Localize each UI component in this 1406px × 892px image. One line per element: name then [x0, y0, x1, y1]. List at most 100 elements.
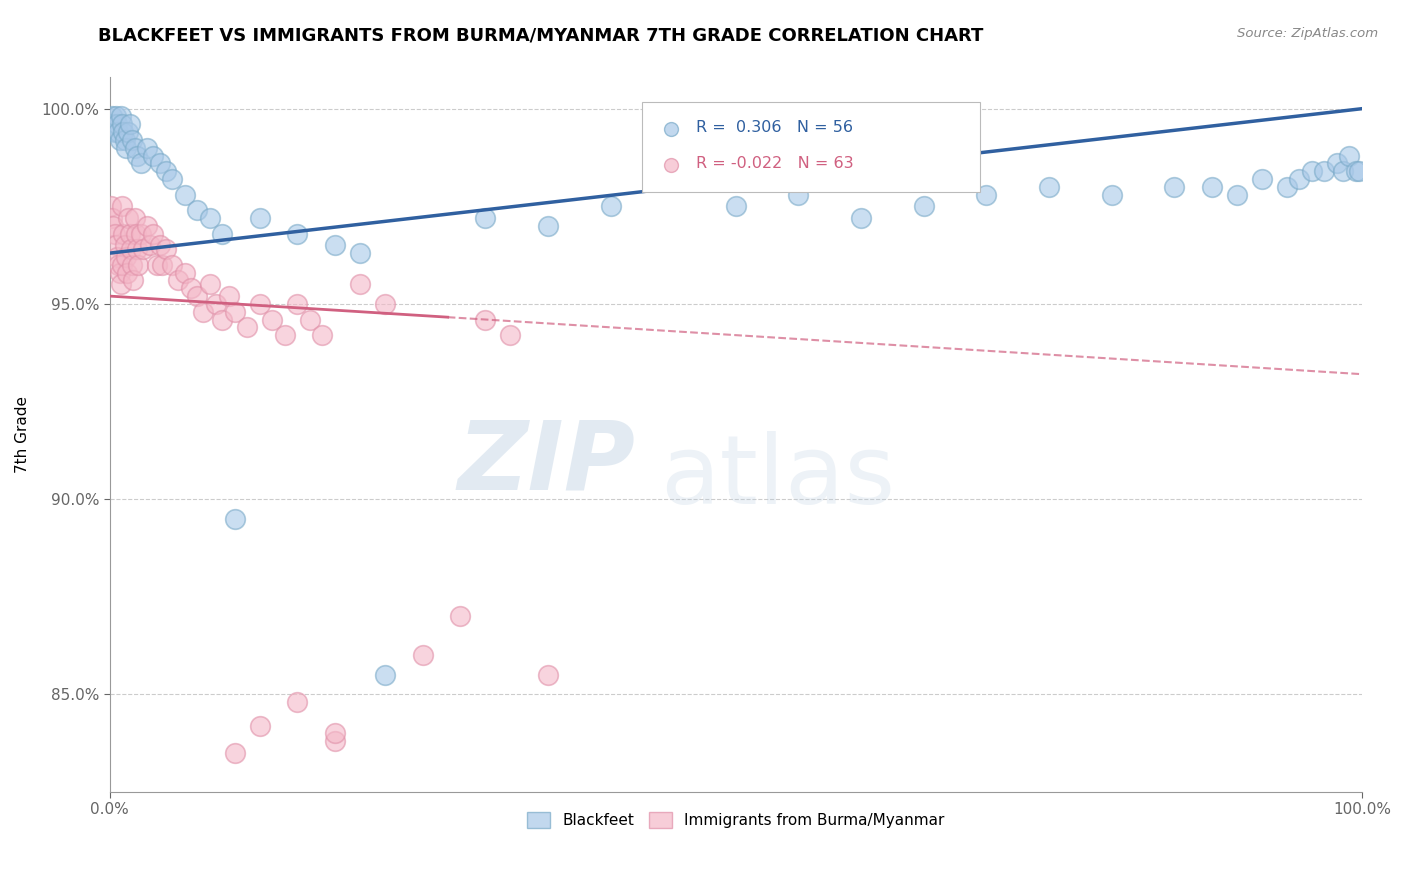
Point	[103, 227, 125, 241]
Point	[1301, 164, 1323, 178]
Point	[198, 211, 221, 225]
Point	[198, 277, 221, 292]
Point	[211, 227, 233, 241]
Point	[249, 718, 271, 732]
Point	[205, 297, 228, 311]
Point	[114, 250, 136, 264]
Text: R = -0.022   N = 63: R = -0.022 N = 63	[696, 156, 853, 170]
Point	[374, 297, 396, 311]
Point	[117, 211, 139, 225]
Point	[114, 238, 136, 252]
Point	[659, 383, 682, 397]
Point	[111, 117, 134, 131]
Point	[1331, 164, 1354, 178]
Point	[108, 133, 131, 147]
Point	[1288, 172, 1310, 186]
Point	[724, 199, 747, 213]
Point	[110, 277, 132, 292]
Text: Source: ZipAtlas.com: Source: ZipAtlas.com	[1237, 27, 1378, 40]
Point	[108, 266, 131, 280]
Point	[104, 238, 127, 252]
Point	[1275, 179, 1298, 194]
Point	[124, 141, 146, 155]
Point	[132, 242, 155, 256]
Point	[412, 648, 434, 663]
Point	[1163, 179, 1185, 194]
Point	[974, 187, 997, 202]
Point	[659, 578, 682, 592]
Point	[160, 258, 183, 272]
Point	[125, 242, 148, 256]
Text: atlas: atlas	[661, 431, 896, 524]
Point	[224, 511, 246, 525]
Point	[155, 242, 177, 256]
Text: R =  0.306   N = 56: R = 0.306 N = 56	[696, 120, 852, 135]
Point	[103, 219, 125, 233]
Point	[474, 211, 496, 225]
Point	[111, 199, 134, 213]
Point	[118, 227, 141, 241]
Point	[1339, 148, 1361, 162]
Point	[849, 211, 872, 225]
Point	[115, 266, 138, 280]
Point	[103, 117, 125, 131]
Point	[136, 219, 159, 233]
Point	[136, 141, 159, 155]
Point	[1250, 172, 1272, 186]
Point	[100, 199, 122, 213]
Point	[787, 187, 810, 202]
Point	[537, 219, 560, 233]
Point	[101, 110, 124, 124]
Point	[138, 238, 160, 252]
Point	[110, 110, 132, 124]
Point	[374, 668, 396, 682]
Point	[105, 250, 128, 264]
Point	[323, 726, 346, 740]
Point	[150, 258, 173, 272]
Point	[224, 746, 246, 760]
Point	[124, 211, 146, 225]
Point	[120, 242, 142, 256]
Point	[287, 695, 309, 709]
Point	[112, 227, 135, 241]
Point	[287, 227, 309, 241]
Point	[1313, 164, 1336, 178]
Point	[262, 312, 284, 326]
Point	[121, 133, 143, 147]
Text: BLACKFEET VS IMMIGRANTS FROM BURMA/MYANMAR 7TH GRADE CORRELATION CHART: BLACKFEET VS IMMIGRANTS FROM BURMA/MYANM…	[98, 27, 984, 45]
Point	[129, 156, 152, 170]
Point	[1101, 187, 1123, 202]
Point	[349, 277, 371, 292]
Point	[287, 297, 309, 311]
Point	[149, 238, 172, 252]
Point	[1326, 156, 1348, 170]
Point	[1348, 164, 1371, 178]
Point	[180, 281, 202, 295]
Point	[111, 258, 134, 272]
Point	[173, 266, 195, 280]
Point	[474, 312, 496, 326]
Legend: Blackfeet, Immigrants from Burma/Myanmar: Blackfeet, Immigrants from Burma/Myanmar	[520, 806, 950, 834]
Point	[125, 148, 148, 162]
Point	[146, 258, 169, 272]
Point	[211, 312, 233, 326]
Point	[1201, 179, 1223, 194]
Point	[186, 203, 208, 218]
Point	[155, 164, 177, 178]
Point	[103, 125, 125, 139]
Point	[125, 227, 148, 241]
Point	[107, 125, 129, 139]
Point	[499, 328, 522, 343]
Point	[236, 320, 259, 334]
Point	[912, 199, 935, 213]
Point	[311, 328, 333, 343]
Point	[193, 304, 215, 318]
Point	[122, 273, 145, 287]
Point	[274, 328, 297, 343]
Point	[449, 609, 471, 624]
Point	[142, 148, 165, 162]
Point	[1226, 187, 1249, 202]
Point	[186, 289, 208, 303]
Y-axis label: 7th Grade: 7th Grade	[15, 396, 30, 473]
Point	[114, 133, 136, 147]
